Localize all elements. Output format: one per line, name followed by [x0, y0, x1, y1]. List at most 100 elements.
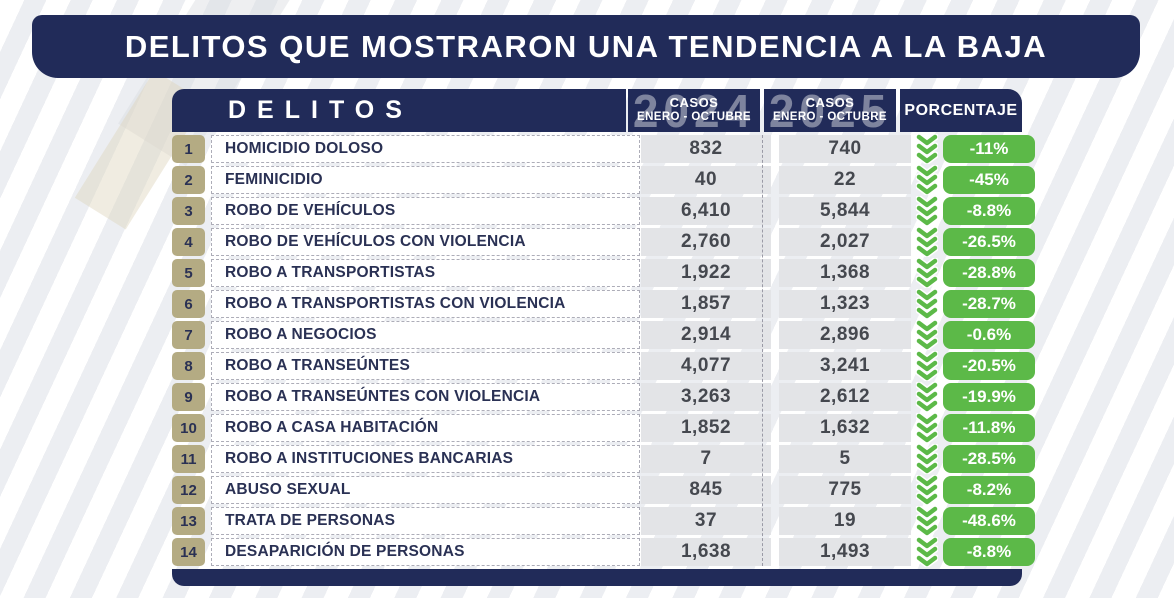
cases-2025-cell: 22: [779, 166, 911, 194]
cases-2025-cell: 1,632: [779, 414, 911, 442]
header-casos-2024-line1: CASOS: [669, 95, 719, 111]
row-number-badge: 13: [172, 507, 205, 535]
row-number-badge: 3: [172, 197, 205, 225]
trend-down-icon: [916, 475, 938, 505]
cases-2025-cell: 19: [779, 507, 911, 535]
table-footer-bar: [172, 569, 1022, 586]
table-row: 9 ROBO A TRANSEÚNTES CON VIOLENCIA 3,263…: [172, 382, 1035, 412]
row-number-badge: 10: [172, 414, 205, 442]
crime-name-cell: ROBO A TRANSPORTISTAS CON VIOLENCIA: [211, 290, 640, 318]
table-row: 8 ROBO A TRANSEÚNTES 4,077 3,241 -20.5%: [172, 351, 1035, 381]
row-number-badge: 6: [172, 290, 205, 318]
crime-name-cell: ROBO A INSTITUCIONES BANCARIAS: [211, 445, 640, 473]
trend-down-icon: [916, 196, 938, 226]
cases-column-divider: [762, 135, 763, 566]
table-row: 7 ROBO A NEGOCIOS 2,914 2,896 -0.6%: [172, 320, 1035, 350]
cases-2025-cell: 3,241: [779, 352, 911, 380]
percentage-badge: -8.2%: [943, 476, 1035, 504]
header-delitos-label: DELITOS: [228, 96, 413, 124]
table-row: 12 ABUSO SEXUAL 845 775 -8.2%: [172, 475, 1035, 505]
percentage-badge: -48.6%: [943, 507, 1035, 535]
table-row: 5 ROBO A TRANSPORTISTAS 1,922 1,368 -28.…: [172, 258, 1035, 288]
row-number-badge: 9: [172, 383, 205, 411]
header-casos-2024-line2: ENERO - OCTUBRE: [637, 111, 751, 124]
percentage-badge: -8.8%: [943, 197, 1035, 225]
percentage-badge: -19.9%: [943, 383, 1035, 411]
cases-2024-cell: 6,410: [641, 197, 771, 225]
trend-down-icon: [916, 134, 938, 164]
percentage-badge: -28.8%: [943, 259, 1035, 287]
table-row: 1 HOMICIDIO DOLOSO 832 740 -11%: [172, 134, 1035, 164]
trend-down-icon: [916, 289, 938, 319]
cases-2025-cell: 1,368: [779, 259, 911, 287]
trend-down-icon: [916, 444, 938, 474]
trend-down-icon: [916, 227, 938, 257]
cases-2025-cell: 2,896: [779, 321, 911, 349]
table-row: 11 ROBO A INSTITUCIONES BANCARIAS 7 5 -2…: [172, 444, 1035, 474]
crime-name-cell: ROBO DE VEHÍCULOS: [211, 197, 640, 225]
trend-down-icon: [916, 537, 938, 567]
row-number-badge: 12: [172, 476, 205, 504]
cases-2024-cell: 845: [641, 476, 771, 504]
crime-name-cell: ROBO A TRANSEÚNTES: [211, 352, 640, 380]
crime-name-cell: ROBO A TRANSEÚNTES CON VIOLENCIA: [211, 383, 640, 411]
crime-name-cell: ROBO A CASA HABITACIÓN: [211, 414, 640, 442]
cases-2025-cell: 1,493: [779, 538, 911, 566]
table-row: 4 ROBO DE VEHÍCULOS CON VIOLENCIA 2,760 …: [172, 227, 1035, 257]
percentage-badge: -45%: [943, 166, 1035, 194]
cases-2024-cell: 2,914: [641, 321, 771, 349]
percentage-badge: -11.8%: [943, 414, 1035, 442]
crime-name-cell: ROBO A NEGOCIOS: [211, 321, 640, 349]
crime-name-cell: HOMICIDIO DOLOSO: [211, 135, 640, 163]
cases-2024-cell: 2,760: [641, 228, 771, 256]
row-number-badge: 11: [172, 445, 205, 473]
crime-name-cell: ROBO A TRANSPORTISTAS: [211, 259, 640, 287]
crime-name-cell: FEMINICIDIO: [211, 166, 640, 194]
header-delitos: DELITOS: [172, 89, 626, 132]
trend-down-icon: [916, 165, 938, 195]
row-number-badge: 1: [172, 135, 205, 163]
row-number-badge: 7: [172, 321, 205, 349]
cases-2025-cell: 2,027: [779, 228, 911, 256]
table-rows: 1 HOMICIDIO DOLOSO 832 740 -11% 2 FEMINI…: [172, 134, 1035, 567]
title-banner: DELITOS QUE MOSTRARON UNA TENDENCIA A LA…: [32, 15, 1140, 78]
trend-down-icon: [916, 506, 938, 536]
percentage-badge: -0.6%: [943, 321, 1035, 349]
row-number-badge: 4: [172, 228, 205, 256]
cases-2025-cell: 5: [779, 445, 911, 473]
table-row: 13 TRATA DE PERSONAS 37 19 -48.6%: [172, 506, 1035, 536]
percentage-badge: -26.5%: [943, 228, 1035, 256]
year-watermark-2024: 2024: [632, 89, 756, 132]
page-title: DELITOS QUE MOSTRARON UNA TENDENCIA A LA…: [124, 28, 1048, 64]
trend-down-icon: [916, 320, 938, 350]
crime-name-cell: DESAPARICIÓN DE PERSONAS: [211, 538, 640, 566]
crime-name-cell: ROBO DE VEHÍCULOS CON VIOLENCIA: [211, 228, 640, 256]
cases-2024-cell: 37: [641, 507, 771, 535]
percentage-badge: -28.5%: [943, 445, 1035, 473]
cases-2024-cell: 1,857: [641, 290, 771, 318]
cases-2024-cell: 7: [641, 445, 771, 473]
cases-2025-cell: 1,323: [779, 290, 911, 318]
header-casos-2024: 2024 CASOS ENERO - OCTUBRE: [628, 89, 760, 132]
trend-down-icon: [916, 382, 938, 412]
cases-2024-cell: 832: [641, 135, 771, 163]
row-number-badge: 8: [172, 352, 205, 380]
cases-2024-cell: 1,852: [641, 414, 771, 442]
cases-2024-cell: 40: [641, 166, 771, 194]
trend-down-icon: [916, 351, 938, 381]
header-casos-2025-line2: ENERO - OCTUBRE: [773, 111, 887, 124]
cases-2024-cell: 1,638: [641, 538, 771, 566]
row-number-badge: 14: [172, 538, 205, 566]
header-porcentaje-label: PORCENTAJE: [904, 101, 1018, 119]
header-casos-2025: 2025 CASOS ENERO - OCTUBRE: [764, 89, 896, 132]
table-row: 3 ROBO DE VEHÍCULOS 6,410 5,844 -8.8%: [172, 196, 1035, 226]
cases-2024-cell: 1,922: [641, 259, 771, 287]
cases-2025-cell: 775: [779, 476, 911, 504]
row-number-badge: 2: [172, 166, 205, 194]
cases-2024-cell: 3,263: [641, 383, 771, 411]
percentage-badge: -20.5%: [943, 352, 1035, 380]
cases-2025-cell: 5,844: [779, 197, 911, 225]
cases-2025-cell: 740: [779, 135, 911, 163]
table-row: 14 DESAPARICIÓN DE PERSONAS 1,638 1,493 …: [172, 537, 1035, 567]
